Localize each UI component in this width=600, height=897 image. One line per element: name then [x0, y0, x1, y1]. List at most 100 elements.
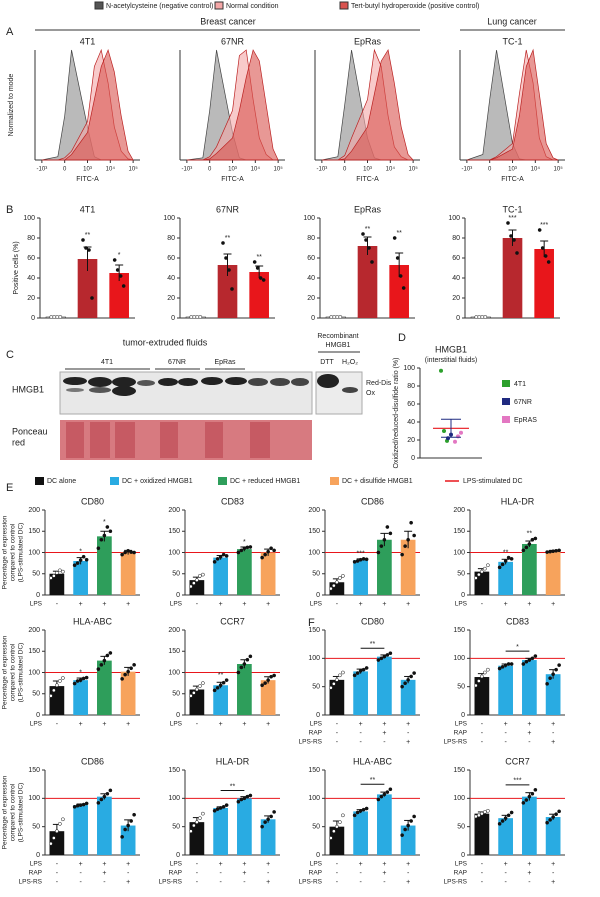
data-point — [527, 658, 532, 662]
x-row-value: - — [196, 870, 199, 877]
y-tick-label: 40 — [27, 275, 35, 282]
x-row-label: LPS-RS — [299, 879, 323, 886]
x-row-value: + — [382, 861, 386, 868]
data-point — [521, 662, 526, 666]
y-tick-label: 40 — [307, 275, 315, 282]
x-row-label: LPS-RS — [444, 879, 468, 886]
data-point — [224, 256, 228, 260]
data-point — [551, 815, 555, 819]
data-point — [75, 679, 80, 683]
data-point — [474, 683, 478, 688]
blot-bands — [63, 374, 358, 396]
x-row-value: - — [196, 879, 199, 886]
y-tick-label: 20 — [27, 295, 35, 302]
y-axis-label: Percentage of expression — [2, 635, 9, 709]
x-row-value: - — [481, 601, 484, 608]
x-row-label: LPS-RS — [19, 879, 43, 886]
y-tick-label: 150 — [28, 767, 40, 774]
data-point — [486, 563, 490, 568]
data-point — [96, 801, 101, 805]
lane-label: H₂O₂ — [342, 359, 358, 366]
data-point — [132, 550, 136, 555]
data-point — [242, 796, 247, 801]
data-point — [112, 258, 117, 262]
data-point — [439, 368, 443, 373]
x-row-value: - — [243, 879, 246, 886]
significance: ** — [370, 777, 376, 784]
data-point — [261, 278, 266, 282]
legend-swatch — [94, 1, 104, 10]
significance: *** — [513, 778, 521, 785]
data-point — [192, 823, 196, 828]
x-row-value: + — [126, 721, 130, 728]
y-tick-label: 100 — [23, 215, 35, 222]
x-row-value: - — [481, 739, 484, 746]
x-row-value: - — [56, 601, 59, 608]
data-point — [84, 246, 88, 250]
x-axis-label: FITC-A — [76, 176, 99, 183]
data-point — [338, 820, 342, 824]
bar — [534, 249, 554, 318]
x-tick-label: 0 — [343, 167, 347, 173]
data-point — [121, 284, 126, 288]
y-tick-label: 100 — [28, 669, 40, 676]
bar — [213, 557, 228, 595]
data-point — [58, 821, 62, 826]
legend-label: DC alone — [47, 478, 76, 485]
x-row-value: + — [126, 601, 130, 608]
data-point — [132, 663, 136, 667]
legend-swatch — [330, 477, 339, 485]
bar — [189, 822, 205, 855]
data-point — [379, 656, 384, 661]
histogram-curve — [41, 48, 134, 161]
data-point — [108, 788, 113, 793]
data-point — [352, 813, 357, 818]
data-point — [382, 792, 387, 797]
chart-title: CD86 — [361, 496, 384, 506]
data-point — [367, 246, 371, 250]
y-tick-label: 200 — [28, 627, 40, 634]
significance: * — [79, 669, 82, 676]
data-point — [221, 680, 226, 685]
bar — [97, 796, 112, 855]
x-row-value: + — [551, 739, 555, 746]
data-point — [364, 806, 369, 811]
x-row-value: + — [102, 721, 106, 728]
data-point — [486, 808, 490, 813]
bar — [249, 272, 269, 318]
data-point — [338, 315, 343, 319]
data-point — [123, 550, 127, 555]
data-point — [87, 248, 91, 252]
x-row-label: LPS — [170, 601, 183, 608]
data-point — [527, 542, 532, 546]
chart-title: HMGB1 — [435, 344, 467, 354]
x-row-value: + — [219, 721, 223, 728]
data-point — [551, 549, 555, 554]
y-tick-label: 100 — [308, 795, 320, 802]
y-tick-label: 50 — [32, 571, 40, 578]
data-point — [248, 545, 253, 549]
panel-label: A — [6, 26, 14, 38]
data-point — [486, 667, 490, 672]
bar — [49, 686, 65, 715]
data-point — [272, 673, 276, 678]
y-tick-label: 100 — [448, 215, 460, 222]
x-row-value: + — [382, 721, 386, 728]
x-row-value: + — [219, 601, 223, 608]
chart-title: 67NR — [216, 204, 240, 214]
chart-title: HLA-DR — [216, 756, 250, 766]
x-row-label: LPS — [30, 601, 43, 608]
data-point — [239, 548, 244, 553]
data-point — [500, 664, 505, 669]
bar — [498, 561, 513, 595]
y-tick-label: 40 — [452, 275, 460, 282]
legend-label: N-acetylcysteine (negative control) — [106, 3, 213, 10]
data-point — [403, 544, 407, 548]
group-label: Breast cancer — [200, 16, 256, 26]
bar — [97, 660, 112, 715]
y-axis-label: Percentage of expression — [2, 515, 9, 589]
x-row-value: - — [528, 739, 531, 746]
x-row-value: - — [336, 721, 339, 728]
x-row-value: - — [407, 730, 410, 737]
